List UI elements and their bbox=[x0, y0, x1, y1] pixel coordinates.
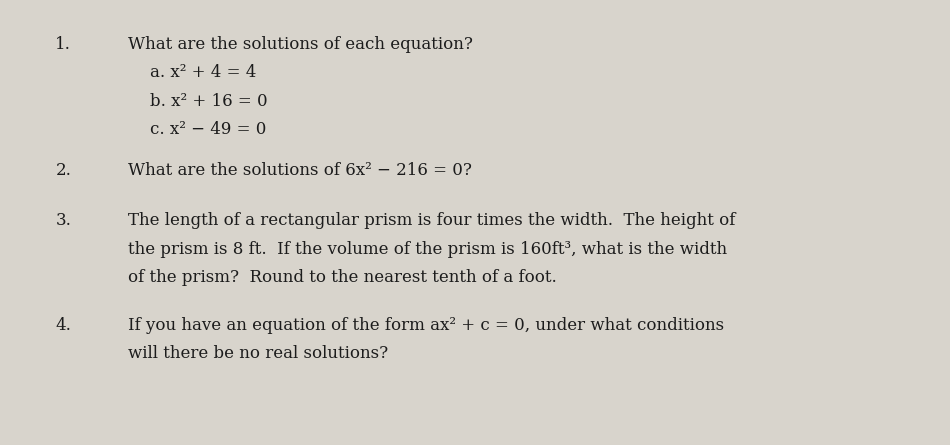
Text: c. x² − 49 = 0: c. x² − 49 = 0 bbox=[150, 121, 266, 138]
Text: will there be no real solutions?: will there be no real solutions? bbox=[128, 345, 389, 362]
Text: What are the solutions of each equation?: What are the solutions of each equation? bbox=[128, 36, 473, 53]
Text: of the prism?  Round to the nearest tenth of a foot.: of the prism? Round to the nearest tenth… bbox=[128, 270, 557, 287]
Text: 1.: 1. bbox=[55, 36, 71, 53]
Text: The length of a rectangular prism is four times the width.  The height of: The length of a rectangular prism is fou… bbox=[128, 212, 735, 229]
Text: 3.: 3. bbox=[55, 212, 71, 229]
Text: b. x² + 16 = 0: b. x² + 16 = 0 bbox=[150, 93, 268, 110]
Text: What are the solutions of 6x² − 216 = 0?: What are the solutions of 6x² − 216 = 0? bbox=[128, 162, 472, 179]
Text: 2.: 2. bbox=[55, 162, 71, 179]
Text: If you have an equation of the form ax² + c = 0, under what conditions: If you have an equation of the form ax² … bbox=[128, 316, 724, 334]
Text: the prism is 8 ft.  If the volume of the prism is 160ft³, what is the width: the prism is 8 ft. If the volume of the … bbox=[128, 241, 728, 258]
Text: 4.: 4. bbox=[55, 316, 71, 334]
Text: a. x² + 4 = 4: a. x² + 4 = 4 bbox=[150, 64, 256, 81]
